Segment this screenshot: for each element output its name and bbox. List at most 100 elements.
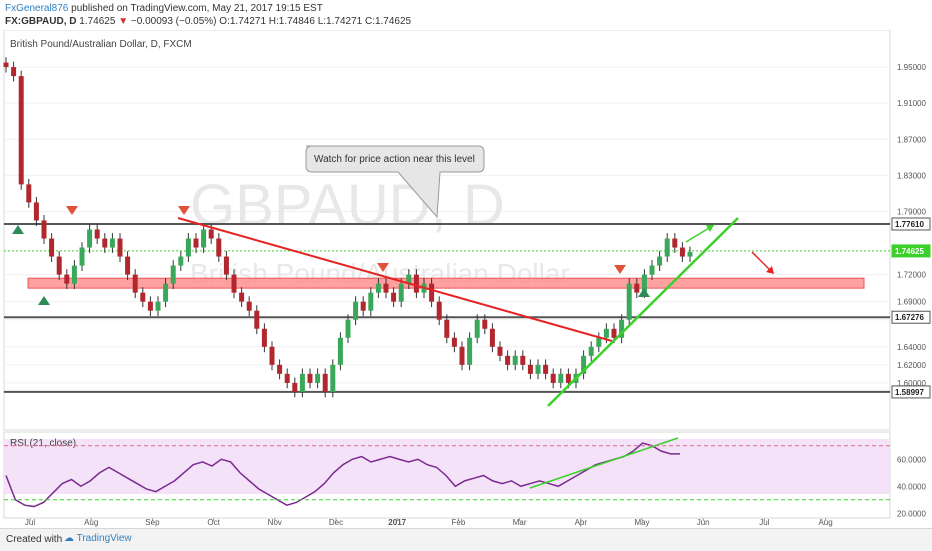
tradingview-logo[interactable]: ☁ TradingView [64,533,132,544]
candle-body [322,373,328,392]
time-axis: Jul Aug Sep Oct Nov Dec 2017 Feb Mar Apr May Jun Jul… [25,518,833,527]
time-tick-label: Feb [452,518,466,527]
time-tick-label: Oct [207,518,220,527]
candle-body [611,328,617,338]
candle-body [413,274,419,293]
price-label: 1.67276 [895,313,924,322]
candle-body [368,292,374,311]
candle-body [49,238,55,257]
candle-body [505,355,511,365]
grid-lines [4,66,890,384]
price-label: 1.74625 [895,247,924,256]
price-label-box [891,310,931,324]
time-tick-label: Dec [329,518,343,527]
projection-down-arrowhead [766,266,774,274]
candle-series [3,57,693,398]
candle-body [178,256,184,266]
candle-body [41,220,47,239]
chart-canvas[interactable]: GBPAUD, D British Pound/Australian Dolla… [0,30,932,528]
resistance-trendline[interactable] [177,217,613,342]
candle-body [558,373,564,383]
price-labels: 1.77610 1.74625 1.67276 1.58997 [891,217,931,399]
candle-body [535,364,541,374]
projection-down-arrow [751,251,773,273]
candle-body [239,292,245,302]
price-label-box [891,217,931,231]
price-tick-label: 1.60000 [897,379,926,388]
rsi-axis: 60.0000 40.0000 20.0000 [4,445,926,518]
ohlc-values: O:1.74271 H:1.74846 L:1.74271 C:1.74625 [219,16,412,27]
projection-up-arrowhead [706,225,714,232]
candle-body [649,265,655,275]
candle-body [109,238,115,248]
annotations: Watch for price action near this level [12,145,774,407]
price-tick-label: 1.62000 [897,361,926,370]
candle-body [398,283,404,302]
candle-body [337,337,343,365]
rsi-tick-label: 60.0000 [897,455,926,464]
rsi-trendline[interactable] [529,437,679,489]
candle-body [383,283,389,293]
price-tick-label: 1.79000 [897,207,926,216]
candle-body [581,355,587,374]
price-tick-label: 1.95000 [897,63,926,72]
candle-body [18,76,24,185]
candle-body [444,319,450,338]
candle-body [429,283,435,302]
candle-body [193,238,199,248]
candle-body [254,310,260,329]
candle-body [261,328,267,347]
time-tick-label: Apr [575,518,588,527]
candle-body [102,238,108,248]
chart-header: FxGeneral876 published on TradingView.co… [0,0,932,30]
support-resistance-zone[interactable] [27,277,865,289]
author-link[interactable]: FxGeneral876 [5,3,69,14]
watermark-main: GBPAUD, D [190,173,505,238]
rsi-series: RSI (21, close) [5,437,680,508]
candle-body [223,256,229,275]
candle-body [375,283,381,293]
sell-signal-icon [178,206,190,215]
price-pane [3,30,891,431]
rsi-tick-label: 40.0000 [897,482,926,491]
candle-body [140,292,146,302]
candle-body [520,355,526,365]
time-tick-label: Jun [697,518,710,527]
candle-body [117,238,123,257]
candle-body [87,229,93,248]
candle-body [543,364,549,374]
time-tick-label: May [634,518,649,527]
buy-signal-icon [38,296,50,305]
candle-body [565,373,571,383]
chart-title: British Pound/Australian Dollar, D, FXCM [10,39,192,50]
candle-body [634,283,640,293]
candle-body [163,283,169,302]
candle-body [307,373,313,383]
footer-bar: Created with ☁ TradingView [0,528,932,551]
candle-body [269,346,275,365]
candle-body [71,265,77,284]
down-arrow-icon: ▼ [118,16,129,27]
rsi-line[interactable] [5,442,680,508]
price-tick-label: 1.91000 [897,99,926,108]
price-label: 1.58997 [895,388,924,397]
candle-body [360,301,366,311]
rsi-band-fill [4,439,890,494]
candle-body [467,337,473,365]
symbol-label: FX:GBPAUD, D [5,16,77,27]
candle-body [284,373,290,383]
candle-body [596,337,602,347]
rsi-tick-label: 20.0000 [897,509,926,518]
candle-body [94,229,100,239]
candle-body [64,274,70,284]
candle-body [679,247,685,257]
time-tick-label: Aug [818,518,832,527]
candle-body [56,256,62,275]
candle-body [330,364,336,392]
candle-body [482,319,488,329]
support-trendline[interactable] [547,217,739,407]
candle-body [406,274,412,284]
callout-box[interactable] [305,145,485,219]
candle-body [132,274,138,293]
candle-body [231,274,237,293]
